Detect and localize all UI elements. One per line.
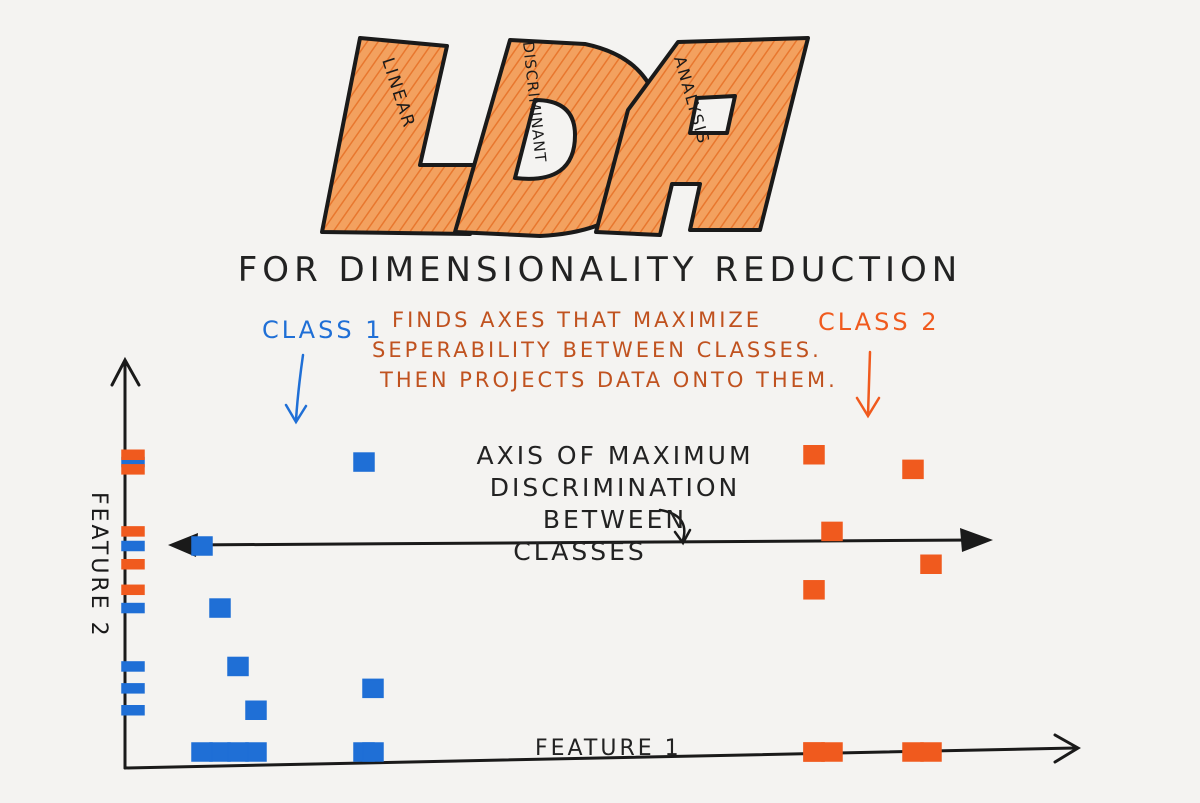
class2-x-projection <box>804 743 824 761</box>
description-line: SEPERABILITY BETWEEN CLASSES. <box>372 335 838 365</box>
axis-caption-line: DISCRIMINATION BETWEEN <box>420 472 810 536</box>
class1-x-projection <box>363 743 383 761</box>
class1-y-projection <box>122 706 144 715</box>
class1-label: CLASS 1 <box>262 316 383 344</box>
axis-caption-line: CLASSES <box>350 536 810 568</box>
class1-data-point <box>210 599 230 617</box>
class2-data-point <box>903 460 923 478</box>
class2-x-projection <box>822 743 842 761</box>
class1-data-point <box>192 537 212 555</box>
axis-caption-line: AXIS OF MAXIMUM <box>420 440 810 472</box>
class1-data-point <box>228 657 248 675</box>
description-line: THEN PROJECTS DATA ONTO THEM. <box>372 365 838 395</box>
subtitle: FOR DIMENSIONALITY REDUCTION <box>0 250 1200 290</box>
class1-y-projection <box>122 662 144 671</box>
class2-label: CLASS 2 <box>818 308 939 336</box>
class1-y-projection <box>122 684 144 693</box>
class1-data-point <box>354 453 374 471</box>
description: FINDS AXES THAT MAXIMIZE SEPERABILITY BE… <box>372 305 838 395</box>
class1-y-projection <box>122 604 144 613</box>
description-line: FINDS AXES THAT MAXIMIZE <box>372 305 838 335</box>
axis-caption: AXIS OF MAXIMUM DISCRIMINATION BETWEEN C… <box>420 440 810 568</box>
class2-x-projection <box>921 743 941 761</box>
class2-y-projection <box>122 585 144 594</box>
discrimination-axis-right-arrow <box>960 528 993 552</box>
class2-data-point <box>822 522 842 540</box>
class1-data-point <box>363 679 383 697</box>
title-lda: LINEAR DISCRIMINANT ANALYSIS <box>322 38 808 236</box>
x-axis-label: FEATURE 1 <box>535 736 682 761</box>
class2-y-projection <box>122 527 144 536</box>
class2-pointer-arrow <box>868 352 870 415</box>
class1-x-projection <box>228 743 248 761</box>
class1-x-projection <box>210 743 230 761</box>
class2-y-projection <box>122 450 144 459</box>
class1-y-projection <box>122 542 144 551</box>
class2-x-projection <box>903 743 923 761</box>
class2-data-point <box>921 555 941 573</box>
class1-x-projection <box>192 743 212 761</box>
title-letter-l <box>322 38 482 234</box>
class2-data-point <box>804 581 824 599</box>
class2-y-projection <box>122 465 144 474</box>
class1-data-point <box>246 701 266 719</box>
class1-x-projection <box>246 743 266 761</box>
y-axis-label: FEATURE 2 <box>86 492 111 639</box>
class2-y-projection <box>122 560 144 569</box>
